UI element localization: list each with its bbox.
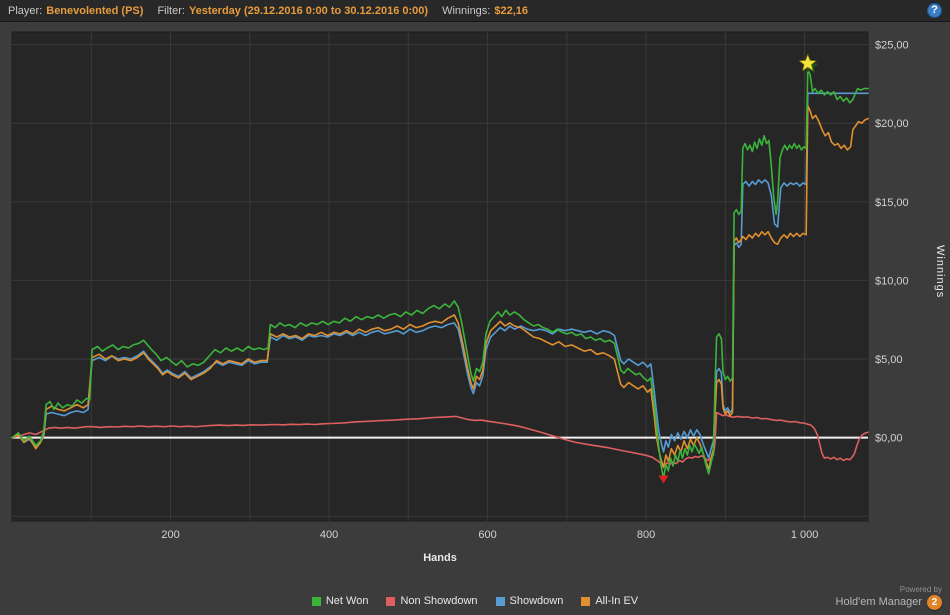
legend-item-all-in-ev: All-In EV <box>581 595 638 607</box>
y-tick-label: $10,00 <box>875 275 909 287</box>
chart-legend: Net Won Non Showdown Showdown All-In EV <box>0 595 950 607</box>
branding: Powered by Hold'em Manager 2 <box>836 585 942 610</box>
status-bar: Player: Benevolented (PS) Filter: Yester… <box>0 0 950 22</box>
filter-label: Filter: <box>157 4 185 17</box>
low-triangle-icon <box>658 475 669 484</box>
y-tick-label: $20,00 <box>875 118 909 130</box>
y-axis-title: Winnings <box>934 245 946 299</box>
y-tick-label: $25,00 <box>875 40 909 52</box>
player-label: Player: <box>8 4 43 17</box>
powered-by-label: Powered by <box>899 585 942 595</box>
hm2-badge-icon: 2 <box>927 595 942 610</box>
legend-label: Non Showdown <box>400 595 478 607</box>
legend-label: All-In EV <box>595 595 639 607</box>
x-axis-title: Hands <box>423 552 457 564</box>
x-tick-label: 400 <box>320 529 338 541</box>
y-tick-label: $5,00 <box>875 354 903 366</box>
plot-area[interactable] <box>11 31 869 522</box>
winnings-label: Winnings: <box>442 4 491 17</box>
series-line-all-in-ev <box>11 105 869 470</box>
x-tick-label: 200 <box>161 529 179 541</box>
peak-star-icon <box>798 53 818 72</box>
legend-swatch-showdown <box>495 596 505 606</box>
series-line-showdown <box>11 92 869 459</box>
legend-swatch-all-in-ev <box>581 596 591 606</box>
legend-label: Net Won <box>325 595 369 607</box>
player-value: Benevolented (PS) <box>46 4 144 17</box>
series-line-non-showdown <box>11 411 869 468</box>
x-tick-label: 800 <box>637 529 655 541</box>
filter-value: Yesterday (29.12.2016 0:00 to 30.12.2016… <box>188 4 429 17</box>
legend-item-net-won: Net Won <box>311 595 369 607</box>
series-line-net-won <box>11 68 869 480</box>
winnings-graph[interactable]: 200 400 600 800 1 000 $0,00 $5,00 $10,00 $15,00 $… <box>0 22 950 578</box>
help-icon[interactable]: ? <box>927 3 942 18</box>
x-tick-label: 1 000 <box>791 529 819 541</box>
legend-item-showdown: Showdown <box>495 595 564 607</box>
y-tick-label: $0,00 <box>875 433 903 445</box>
legend-label: Showdown <box>509 595 564 607</box>
x-tick-label: 600 <box>478 529 496 541</box>
legend-item-non-showdown: Non Showdown <box>386 595 478 607</box>
legend-swatch-net-won <box>311 596 321 606</box>
brand-name: Hold'em Manager <box>835 595 922 608</box>
winnings-value: $22,16 <box>494 4 529 17</box>
y-tick-label: $15,00 <box>875 197 909 209</box>
legend-swatch-non-showdown <box>386 596 396 606</box>
